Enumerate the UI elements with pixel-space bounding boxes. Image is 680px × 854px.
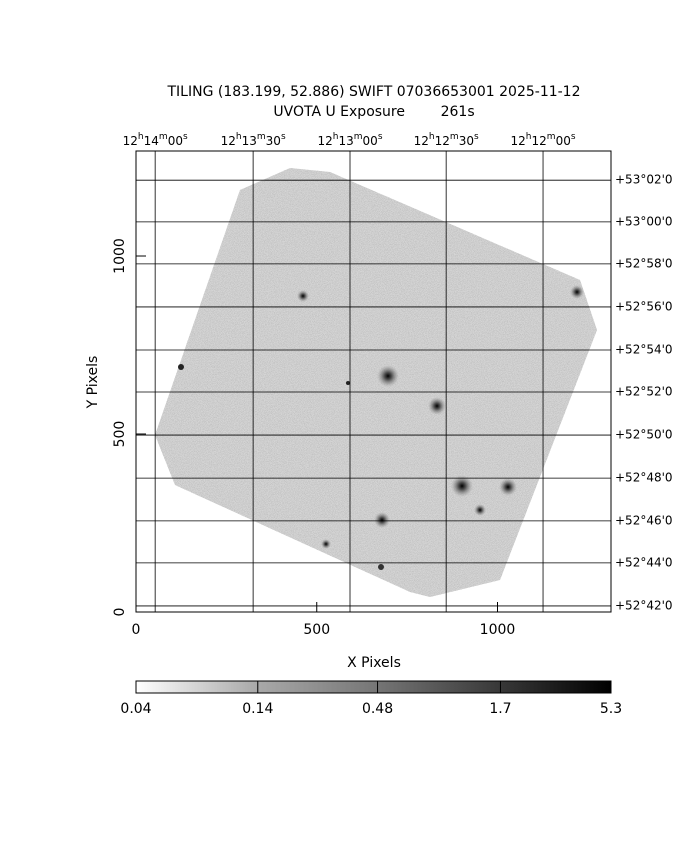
title: TILING (183.199, 52.886) SWIFT 070366530… (167, 84, 581, 100)
y-axis-label: Y Pixels (85, 356, 101, 410)
dec-tick-label: +52°50'0 (615, 428, 673, 442)
colorbar-tick-label: 0.14 (242, 701, 273, 717)
y-tick-label: 500 (112, 421, 128, 448)
dec-tick-label: +52°42'0 (615, 598, 673, 612)
ra-tick-label: 12h12m30s (414, 132, 479, 148)
dec-tick-label: +53°00'0 (615, 214, 673, 228)
x-tick-label: 500 (303, 622, 330, 638)
y-tick-label: 1000 (112, 238, 128, 274)
dec-tick-label: +52°58'0 (615, 256, 673, 270)
dec-tick-label: +52°48'0 (615, 471, 673, 485)
dec-tick-label: +52°46'0 (615, 513, 673, 527)
colorbar-tick-label: 5.3 (600, 701, 622, 717)
ra-tick-label: 12h14m00s (123, 132, 188, 148)
exposure-image (155, 168, 597, 597)
dec-tick-label: +53°02'0 (615, 173, 673, 187)
colorbar-tick-label: 0.48 (362, 701, 393, 717)
x-axis-label: X Pixels (347, 655, 401, 671)
dec-tick-label: +52°52'0 (615, 385, 673, 399)
dec-tick-label: +52°56'0 (615, 299, 673, 313)
dec-tick-label: +52°54'0 (615, 342, 673, 356)
y-tick-label: 0 (112, 608, 128, 617)
colorbar-tick-label: 1.7 (489, 701, 511, 717)
subtitle: UVOTA U Exposure 261s (273, 104, 474, 120)
plot-frame (135, 150, 612, 613)
ra-tick-label: 12h13m00s (317, 132, 382, 148)
dec-tick-label: +52°44'0 (615, 555, 673, 569)
x-tick-label: 0 (132, 622, 141, 638)
x-tick-label: 1000 (480, 622, 516, 638)
colorbar-tick-label: 0.04 (120, 701, 151, 717)
ra-tick-label: 12h12m00s (511, 132, 576, 148)
ra-tick-label: 12h13m30s (221, 132, 286, 148)
colorbar (135, 680, 612, 694)
